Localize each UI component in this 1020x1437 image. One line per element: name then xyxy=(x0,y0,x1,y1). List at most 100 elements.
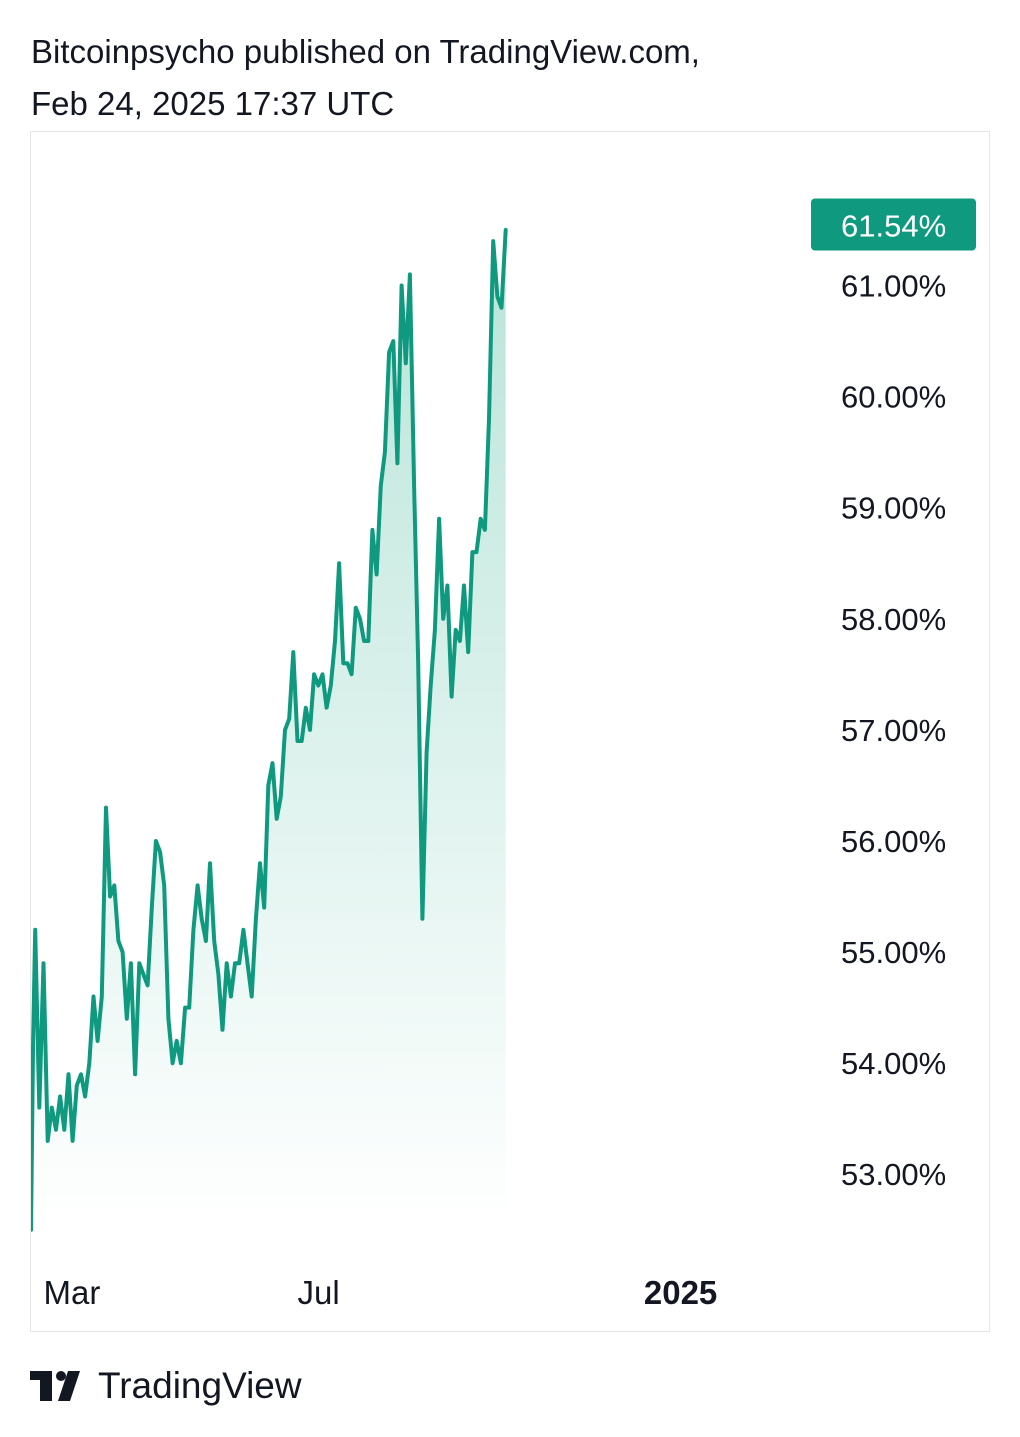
data-point xyxy=(262,906,266,910)
x-tick-label: 2025 xyxy=(644,1274,717,1311)
data-point xyxy=(208,861,212,865)
area-fill xyxy=(31,230,506,1230)
data-point xyxy=(304,706,308,710)
data-point xyxy=(329,684,333,688)
last-value-badge-bg xyxy=(811,198,976,251)
footer-brand[interactable]: TradingView xyxy=(30,1360,302,1412)
data-point xyxy=(233,961,237,965)
data-point xyxy=(196,883,200,887)
data-point xyxy=(191,928,195,932)
data-point xyxy=(433,628,437,632)
y-tick-label: 60.00% xyxy=(841,380,946,415)
data-point xyxy=(31,1039,35,1043)
data-point xyxy=(300,739,304,743)
price-chart[interactable]: 61.00% 60.00% 59.00% 58.00% 57.00% 56.00% 55.0… xyxy=(31,132,989,1331)
data-point xyxy=(291,650,295,654)
last-value-label: 61.54% xyxy=(841,209,946,244)
data-point xyxy=(204,939,208,943)
data-point xyxy=(221,1028,225,1032)
data-point xyxy=(500,306,504,310)
data-point xyxy=(425,750,429,754)
data-point xyxy=(154,839,158,843)
data-point xyxy=(341,661,345,665)
last-value-badge: 61.54% xyxy=(811,198,976,251)
x-axis-labels: Mar Jul 2025 xyxy=(44,1274,718,1311)
data-point xyxy=(100,995,104,999)
data-point xyxy=(258,861,262,865)
data-point xyxy=(166,1017,170,1021)
data-point xyxy=(312,672,316,676)
data-point xyxy=(400,284,404,288)
data-point xyxy=(179,1061,183,1065)
data-point xyxy=(491,239,495,243)
data-point xyxy=(146,983,150,987)
data-point xyxy=(321,672,325,676)
data-point xyxy=(429,684,433,688)
data-point xyxy=(333,639,337,643)
data-point xyxy=(404,361,408,365)
data-point xyxy=(383,450,387,454)
data-point xyxy=(42,961,46,965)
data-point xyxy=(187,1006,191,1010)
data-point xyxy=(366,639,370,643)
data-point xyxy=(96,1039,100,1043)
data-point xyxy=(275,817,279,821)
data-point xyxy=(441,617,445,621)
data-point xyxy=(445,584,449,588)
data-point xyxy=(495,295,499,299)
data-point xyxy=(350,672,354,676)
data-point xyxy=(420,917,424,921)
data-point xyxy=(79,1072,83,1076)
data-point xyxy=(370,528,374,532)
data-point xyxy=(71,1139,75,1143)
data-point xyxy=(325,706,329,710)
data-point xyxy=(387,350,391,354)
data-point xyxy=(67,1072,71,1076)
data-point xyxy=(62,1128,66,1132)
data-point xyxy=(416,661,420,665)
area-layer xyxy=(31,230,506,1230)
data-point xyxy=(92,995,96,999)
data-point xyxy=(450,695,454,699)
tradingview-logo-icon xyxy=(30,1371,80,1401)
data-point xyxy=(200,917,204,921)
data-point xyxy=(283,728,287,732)
data-point xyxy=(316,684,320,688)
data-point xyxy=(112,883,116,887)
data-point xyxy=(254,917,258,921)
data-point xyxy=(412,484,416,488)
data-point xyxy=(437,517,441,521)
data-point xyxy=(454,628,458,632)
data-point xyxy=(121,950,125,954)
chart-panel[interactable]: 61.00% 60.00% 59.00% 58.00% 57.00% 56.00% 55.0… xyxy=(30,131,990,1332)
data-point xyxy=(87,1061,91,1065)
data-point xyxy=(216,972,220,976)
data-point xyxy=(271,761,275,765)
data-point xyxy=(183,1006,187,1010)
y-tick-label: 59.00% xyxy=(841,491,946,526)
publish-timestamp: Feb 24, 2025 17:37 UTC xyxy=(31,85,395,122)
data-point xyxy=(487,417,491,421)
data-point xyxy=(137,961,141,965)
data-point xyxy=(395,461,399,465)
data-point xyxy=(362,639,366,643)
data-point xyxy=(391,339,395,343)
data-point xyxy=(162,883,166,887)
data-point xyxy=(479,517,483,521)
data-point xyxy=(483,528,487,532)
data-point xyxy=(54,1128,58,1132)
data-point xyxy=(287,717,291,721)
data-point xyxy=(475,550,479,554)
y-tick-label: 56.00% xyxy=(841,824,946,859)
data-point xyxy=(133,1072,137,1076)
brand-name: TradingView xyxy=(98,1365,302,1406)
data-point xyxy=(458,639,462,643)
y-tick-label: 54.00% xyxy=(841,1046,946,1081)
data-point xyxy=(116,939,120,943)
data-point xyxy=(212,939,216,943)
data-point xyxy=(279,795,283,799)
data-point xyxy=(346,661,350,665)
data-point xyxy=(141,972,145,976)
data-point xyxy=(108,895,112,899)
x-tick-label: Jul xyxy=(298,1274,340,1311)
